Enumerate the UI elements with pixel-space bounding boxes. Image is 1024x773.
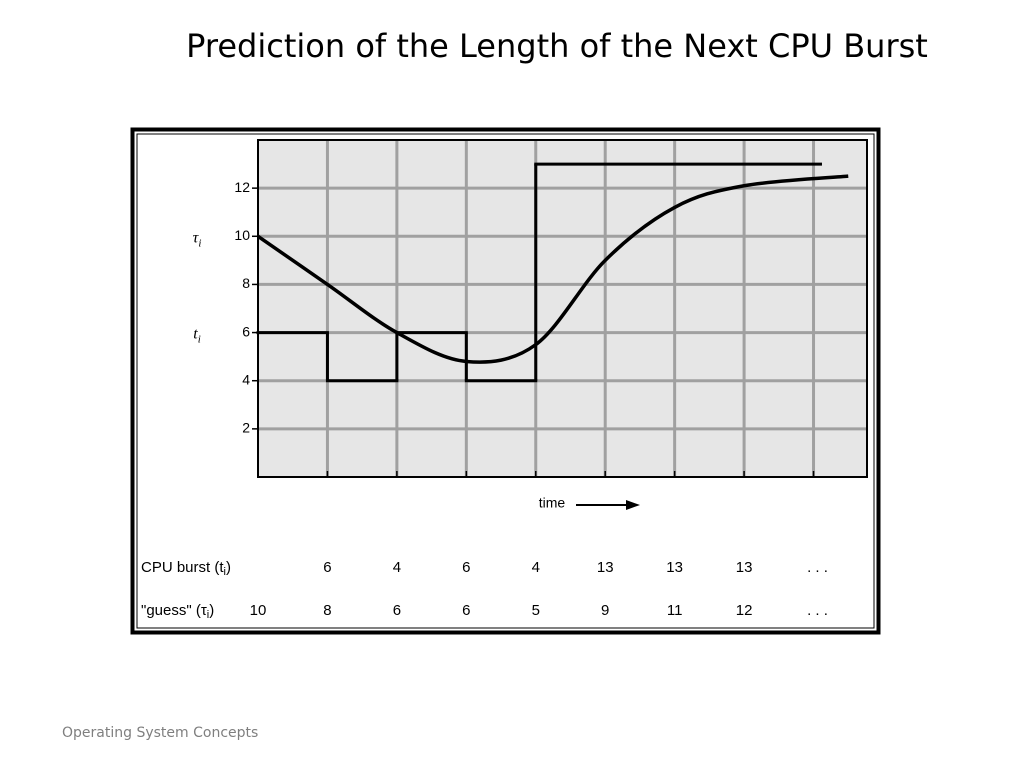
table-cell: 4 <box>532 559 540 576</box>
slide-title: Prediction of the Length of the Next CPU… <box>186 27 928 65</box>
table-cell: 8 <box>323 602 331 619</box>
series-label-name: τ <box>193 229 200 246</box>
x-axis-label: time <box>539 495 566 511</box>
table-cell: 11 <box>667 602 683 619</box>
plot-border <box>257 139 868 478</box>
series-label-sub: i <box>198 333 201 345</box>
row-label-end: ) <box>226 559 231 576</box>
figure-inner-frame <box>136 133 875 629</box>
table-cell: 6 <box>462 559 470 576</box>
guess-curve <box>257 174 849 364</box>
row-label-sub: i <box>207 609 209 621</box>
table-cell: 5 <box>532 602 540 619</box>
table-cell: 13 <box>597 559 614 576</box>
time-arrowhead <box>626 500 640 510</box>
series-label: τi <box>193 229 202 249</box>
row-label: CPU burst (ti) <box>141 559 231 578</box>
table-cell: . . . <box>807 602 828 619</box>
table-cell: . . . <box>807 559 828 576</box>
y-tick-label: 8 <box>242 275 250 291</box>
table-cell: 13 <box>666 559 683 576</box>
table-cell: 6 <box>323 559 331 576</box>
y-tick-label: 6 <box>242 323 250 339</box>
series-label-name: t <box>193 325 198 342</box>
table-cell: 4 <box>393 559 401 576</box>
y-tick-label: 4 <box>242 371 250 387</box>
series-label-sub: i <box>198 237 201 249</box>
footer: Operating System Concepts <box>62 725 258 741</box>
table-cell: 13 <box>736 559 753 576</box>
table-cell: 9 <box>601 602 609 619</box>
y-tick-label: 2 <box>242 420 250 436</box>
row-label: "guess" (τi) <box>141 602 214 621</box>
table-cell: 12 <box>736 602 753 619</box>
y-tick-label: 12 <box>234 179 250 195</box>
series-label: ti <box>193 325 201 345</box>
row-label-text: "guess" (τ <box>141 602 207 619</box>
plot-area <box>257 139 868 478</box>
row-label-text: CPU burst (t <box>141 559 224 576</box>
table-cell: 10 <box>250 602 267 619</box>
table-cell: 6 <box>393 602 401 619</box>
table-cell: 6 <box>462 602 470 619</box>
row-label-end: ) <box>209 602 214 619</box>
y-tick-label: 10 <box>234 227 250 243</box>
row-label-sub: i <box>224 566 226 578</box>
